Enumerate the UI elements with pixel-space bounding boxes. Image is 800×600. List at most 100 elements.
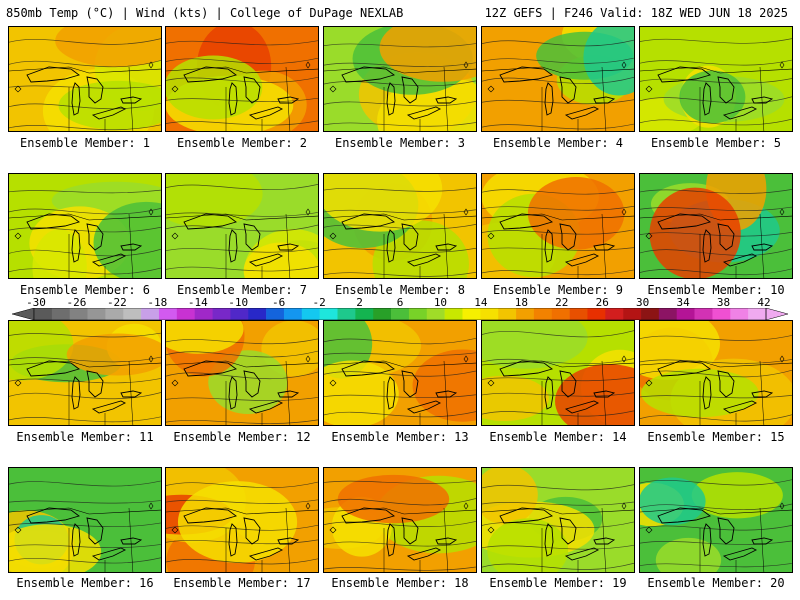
colorbar-swatch (408, 308, 428, 320)
temperature-field-map (640, 468, 792, 572)
chart-title: 850mb Temp (°C) | Wind (kts) | College o… (6, 6, 404, 20)
colorbar-swatch (391, 308, 410, 320)
temperature-field-map (324, 321, 476, 425)
colorbar-swatch (658, 308, 678, 320)
temperature-field-map (324, 468, 476, 572)
colorbar-swatch (283, 308, 303, 320)
temperature-field-map (482, 27, 634, 131)
ensemble-panel (481, 467, 635, 573)
temperature-field-map (640, 174, 792, 278)
ensemble-member-label: Ensemble Member: 5 (650, 136, 782, 150)
colorbar-swatch (123, 308, 142, 320)
colorbar-swatch (587, 308, 606, 320)
colorbar-swatch (212, 308, 231, 320)
ensemble-member-label: Ensemble Member: 18 (331, 576, 469, 590)
ensemble-member-label: Ensemble Member: 15 (647, 430, 785, 444)
colorbar-tick-label: -14 (187, 296, 208, 309)
ensemble-member-label: Ensemble Member: 9 (492, 283, 624, 297)
colorbar-tick-label: 26 (595, 296, 609, 309)
colorbar-swatch (426, 308, 445, 320)
ensemble-panel (8, 26, 162, 132)
colorbar-swatch (444, 308, 463, 320)
colorbar-tick-label: 30 (636, 296, 650, 309)
temperature-field-map (482, 468, 634, 572)
colorbar-swatch (462, 308, 481, 320)
run-info: 12Z GEFS | F246 Valid: 18Z WED JUN 18 20… (484, 6, 788, 20)
colorbar-swatch (230, 308, 249, 320)
temperature-field-map (166, 27, 318, 131)
ensemble-panel (165, 320, 319, 426)
colorbar-swatch (194, 308, 213, 320)
ensemble-panel (165, 467, 319, 573)
ensemble-member-label: Ensemble Member: 12 (173, 430, 311, 444)
colorbar-swatch (337, 308, 356, 320)
colorbar-tick-label: -2 (312, 296, 326, 309)
colorbar-swatch (34, 308, 53, 320)
colorbar-tick-label: 18 (514, 296, 528, 309)
colorbar-swatch (569, 308, 588, 320)
colorbar-swatch (176, 308, 195, 320)
colorbar-swatch (694, 308, 713, 320)
ensemble-member-label: Ensemble Member: 4 (492, 136, 624, 150)
colorbar-tick-labels: -30 -26 -22 -18 -14 -10 -6 -2 2 6 10 14 18 22 26 30 34 38… (0, 296, 800, 309)
ensemble-panel (8, 320, 162, 426)
colorbar-tick-label: -30 (26, 296, 46, 309)
temperature-field-map (324, 174, 476, 278)
ensemble-panel (481, 173, 635, 279)
colorbar-tick-label: 10 (433, 296, 448, 309)
ensemble-panel (323, 26, 477, 132)
ensemble-panel (165, 173, 319, 279)
ensemble-member-label: Ensemble Member: 13 (331, 430, 469, 444)
ensemble-panel (323, 173, 477, 279)
ensemble-member-label: Ensemble Member: 20 (647, 576, 785, 590)
colorbar-swatch (551, 308, 570, 320)
ensemble-member-label: Ensemble Member: 6 (19, 283, 151, 297)
colorbar-tick-label: 42 (757, 296, 771, 309)
ensemble-member-label: Ensemble Member: 8 (334, 283, 466, 297)
ensemble-member-label: Ensemble Member: 2 (176, 136, 308, 150)
colorbar-swatch (69, 308, 88, 320)
colorbar-swatch (248, 308, 267, 320)
colorbar-swatch (158, 308, 178, 320)
colorbar-tick-label: 34 (676, 296, 690, 309)
temperature-field-map (9, 321, 161, 425)
colorbar-swatch (480, 308, 499, 320)
ensemble-member-label: Ensemble Member: 10 (647, 283, 785, 297)
ensemble-member-label: Ensemble Member: 19 (489, 576, 627, 590)
temperature-field-map (482, 174, 634, 278)
ensemble-panel (639, 467, 793, 573)
colorbar-tick-label: -22 (106, 296, 127, 309)
colorbar-swatch (748, 308, 767, 320)
ensemble-panel (639, 26, 793, 132)
colorbar-swatch (87, 308, 106, 320)
ensemble-member-label: Ensemble Member: 14 (489, 430, 627, 444)
temperature-field-map (9, 27, 161, 131)
ensemble-member-label: Ensemble Member: 17 (173, 576, 311, 590)
colorbar-swatch (712, 308, 731, 320)
ensemble-panel (639, 320, 793, 426)
colorbar-tick-label: 14 (474, 296, 488, 309)
temperature-field-map (482, 321, 634, 425)
temperature-field-map (640, 27, 792, 131)
temperature-field-map (166, 321, 318, 425)
temperature-field-map (166, 468, 318, 572)
colorbar-swatch (301, 308, 320, 320)
ensemble-member-label: Ensemble Member: 7 (176, 283, 308, 297)
colorbar-tick-label: 38 (716, 296, 731, 309)
temperature-field-map (9, 468, 161, 572)
colorbar-swatch (730, 308, 749, 320)
ensemble-member-label: Ensemble Member: 3 (334, 136, 466, 150)
colorbar-swatch (51, 308, 71, 320)
ensemble-panel (481, 320, 635, 426)
colorbar-max-arrow (765, 308, 788, 320)
colorbar-swatch (141, 308, 160, 320)
colorbar-tick-label: 22 (555, 296, 569, 309)
ensemble-panel (639, 173, 793, 279)
colorbar-min-arrow (12, 308, 35, 320)
temperature-field-map (166, 174, 318, 278)
temperature-field-map (9, 174, 161, 278)
colorbar-swatch (676, 308, 695, 320)
temperature-field-map (324, 27, 476, 131)
ensemble-panel (8, 467, 162, 573)
temperature-colorbar (12, 308, 788, 320)
